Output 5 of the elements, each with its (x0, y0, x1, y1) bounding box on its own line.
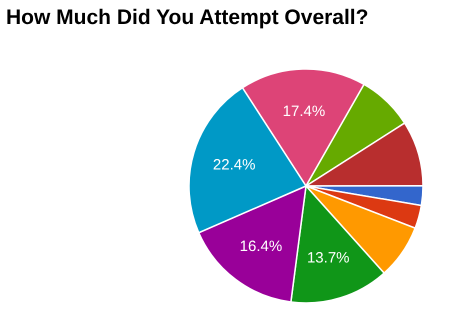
data-label: 13.7% (306, 250, 350, 267)
chart-title: How Much Did You Attempt Overall? (6, 6, 368, 29)
data-label: 17.4% (282, 103, 326, 120)
data-label: 16.4% (240, 238, 282, 255)
data-label: 22.4% (212, 156, 256, 174)
